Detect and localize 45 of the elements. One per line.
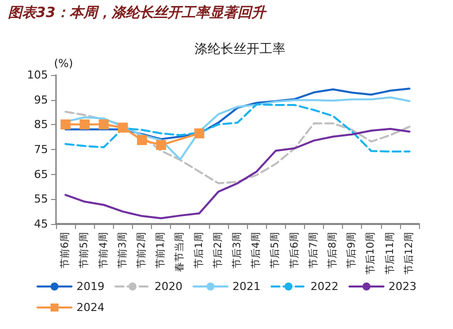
y-tick-label: 65: [34, 168, 48, 181]
point: [60, 119, 71, 130]
x-tick-label: 春节当周: [174, 232, 186, 272]
x-tick-label: 节前3周: [116, 232, 128, 268]
x-tick-label: 节后6周: [288, 232, 300, 268]
y-tick-label: 95: [34, 93, 48, 106]
legend-label: 2024: [76, 301, 105, 314]
y-tick-label: 45: [34, 218, 48, 230]
x-tick-label: 节前4周: [97, 232, 110, 268]
line-series: [64, 128, 410, 220]
point: [118, 122, 128, 133]
x-tick-label: 节后12周: [402, 232, 415, 275]
chart-title: 涤纶长丝开工率: [194, 41, 286, 57]
text: 图表33：本周，涤纶长丝开工率显著回升: [8, 4, 266, 22]
legend-label: 2021: [232, 280, 261, 293]
x-tick-label: 节后4周: [250, 232, 262, 268]
x-tick-label: 节后9周: [346, 232, 358, 268]
x-tick-label: 节后3周: [231, 232, 243, 268]
x-tick-label: 节后5周: [269, 232, 282, 268]
y-tick-label: 105: [27, 68, 48, 82]
x-tick-label: 节后8周: [326, 232, 339, 268]
y-tick-label: 55: [34, 192, 48, 206]
x-tick-label: 节前2周: [135, 232, 148, 268]
y-tick-label: 85: [34, 118, 48, 132]
legend-label: 2020: [154, 280, 183, 293]
y-axis-title: (%): [54, 57, 74, 70]
x-tick-label: 节前5周: [78, 232, 90, 268]
x-tick-label: 节后1周: [192, 232, 205, 268]
line-series: [64, 110, 410, 184]
x-tick-label: 节前6周: [59, 232, 72, 268]
point: [136, 135, 147, 146]
x-tick-label: 节前1周: [154, 232, 167, 268]
legend-label: 2022: [310, 280, 338, 293]
line-series: [64, 103, 410, 152]
x-tick-label: 节后10周: [364, 232, 377, 275]
x-tick-label: 节后11周: [384, 232, 396, 275]
legend-label: 2019: [76, 280, 105, 293]
point: [80, 119, 90, 130]
point: [98, 119, 109, 130]
y-tick-label: 75: [34, 143, 48, 156]
x-tick-label: 节后2周: [212, 232, 224, 268]
point: [194, 128, 204, 138]
legend-label: 2023: [388, 280, 416, 293]
point: [156, 140, 166, 150]
x-tick-label: 节后7周: [307, 232, 320, 268]
